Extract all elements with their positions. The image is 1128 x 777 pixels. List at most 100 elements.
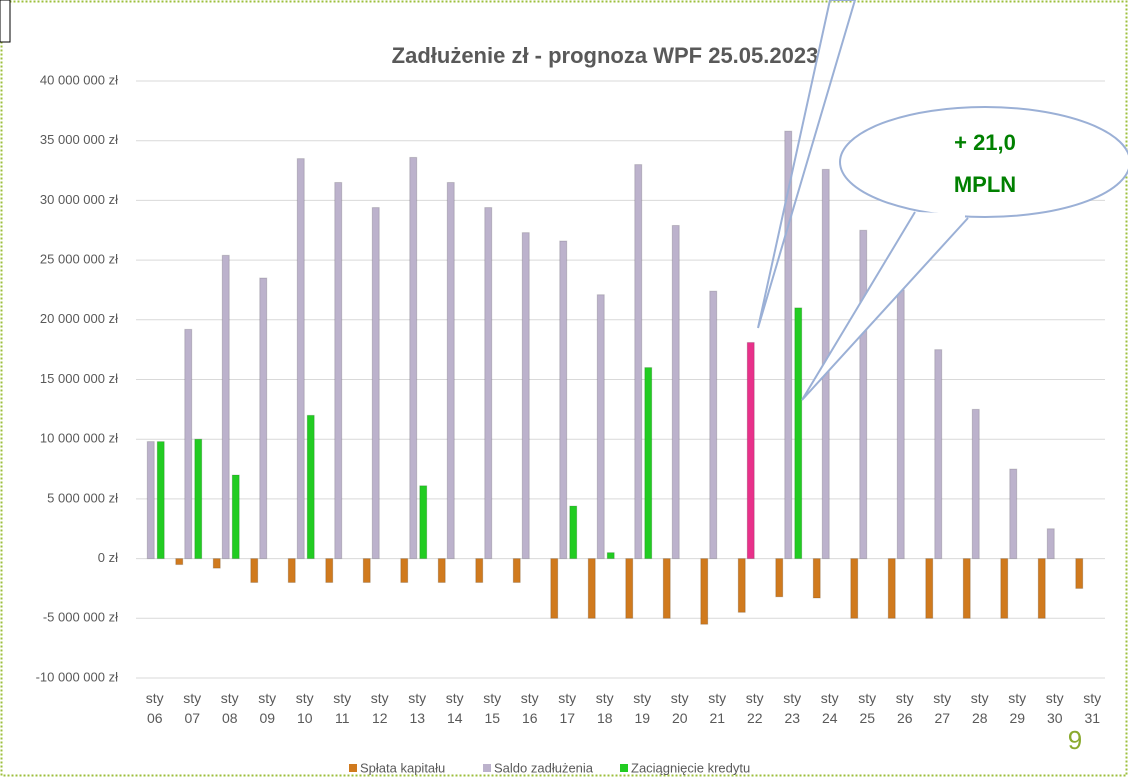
bar — [887, 558, 896, 619]
y-tick-label: 25 000 000 zł — [40, 252, 118, 267]
callout-join — [917, 212, 966, 218]
bar — [194, 438, 203, 560]
x-tick-label: sty 11 — [333, 690, 352, 726]
bar — [512, 558, 521, 583]
bar — [1000, 558, 1009, 619]
x-tick-label: sty 13 — [408, 690, 427, 726]
bar — [446, 181, 455, 560]
bar — [231, 474, 240, 560]
y-tick-label: 20 000 000 zł — [40, 311, 118, 326]
bar — [156, 441, 165, 560]
bar — [934, 349, 943, 560]
bar — [644, 367, 653, 560]
x-tick-label: sty 24 — [820, 690, 839, 726]
corner-box — [0, 0, 11, 43]
bar — [700, 558, 709, 625]
bar — [184, 328, 193, 560]
bar — [1037, 558, 1046, 619]
bar — [550, 558, 559, 619]
bar — [812, 558, 821, 599]
bar — [146, 441, 155, 560]
bar — [971, 408, 980, 560]
bar — [859, 229, 868, 560]
bar — [569, 505, 578, 560]
bar — [400, 558, 409, 583]
bar — [325, 558, 334, 583]
bar — [634, 164, 643, 560]
y-tick-label: 5 000 000 zł — [47, 490, 118, 505]
annotation: MPLN — [954, 172, 1016, 197]
x-tick-label: sty 14 — [445, 690, 464, 726]
bar — [175, 558, 184, 566]
x-tick-label: sty 06 — [145, 690, 164, 726]
x-tick-label: sty 26 — [895, 690, 914, 726]
bar — [671, 224, 680, 560]
bar — [606, 552, 615, 560]
bar — [371, 207, 380, 560]
x-tick-label: sty 19 — [633, 690, 652, 726]
bar — [737, 558, 746, 613]
legend-label: Zaciągnięcie kredytu — [631, 760, 750, 775]
bar — [362, 558, 371, 583]
y-tick-label: 30 000 000 zł — [40, 192, 118, 207]
x-tick-label: sty 22 — [745, 690, 764, 726]
bar — [962, 558, 971, 619]
bar — [296, 158, 305, 560]
bar — [709, 290, 718, 560]
y-tick-label: 0 zł — [98, 550, 118, 565]
bar — [484, 207, 493, 560]
chart-title: Zadłużenie zł - prognoza WPF 25.05.2023 — [392, 43, 819, 68]
bar — [850, 558, 859, 619]
x-tick-label: sty 21 — [708, 690, 727, 726]
x-tick-label: sty 15 — [483, 690, 502, 726]
legend-swatch — [349, 764, 357, 772]
y-tick-label: 35 000 000 zł — [40, 132, 118, 147]
legend-swatch — [483, 764, 491, 772]
bar — [287, 558, 296, 583]
bar — [1075, 558, 1084, 589]
bar — [475, 558, 484, 583]
x-tick-label: sty 23 — [783, 690, 802, 726]
legend-swatch — [620, 764, 628, 772]
bar — [334, 181, 343, 560]
x-tick-label: sty 18 — [595, 690, 614, 726]
bar — [794, 307, 803, 560]
bar — [1009, 468, 1018, 560]
bar — [409, 156, 418, 560]
y-tick-label: 15 000 000 zł — [40, 371, 118, 386]
legend-label: Saldo zadłużenia — [494, 760, 594, 775]
callout-tail — [757, 0, 857, 329]
x-tick-label: sty 08 — [220, 690, 239, 726]
y-tick-label: -10 000 000 zł — [36, 669, 119, 684]
bar — [784, 130, 793, 560]
annotation: + 21,0 — [954, 130, 1016, 155]
bar — [212, 558, 221, 569]
bar — [221, 254, 230, 560]
bar — [1046, 528, 1055, 560]
bar — [250, 558, 259, 583]
bar — [925, 558, 934, 619]
x-tick-label: sty 27 — [933, 690, 952, 726]
bar — [306, 414, 315, 560]
x-tick-label: sty 10 — [295, 690, 314, 726]
x-tick-label: sty 07 — [183, 690, 202, 726]
bar — [521, 232, 530, 560]
x-tick-label: sty 20 — [670, 690, 689, 726]
bar — [662, 558, 671, 619]
x-tick-label: sty 28 — [970, 690, 989, 726]
x-tick-label: sty 30 — [1045, 690, 1064, 726]
y-tick-label: 40 000 000 zł — [40, 72, 118, 87]
bar — [625, 558, 634, 619]
x-tick-label: sty 25 — [858, 690, 877, 726]
x-tick-label: sty 17 — [558, 690, 577, 726]
bar — [587, 558, 596, 619]
page-number: 9 — [1068, 725, 1082, 755]
bar — [259, 277, 268, 560]
legend-label: Spłata kapitału — [360, 760, 445, 775]
y-tick-label: 10 000 000 zł — [40, 431, 118, 446]
x-tick-label: sty 12 — [370, 690, 389, 726]
bar — [775, 558, 784, 598]
